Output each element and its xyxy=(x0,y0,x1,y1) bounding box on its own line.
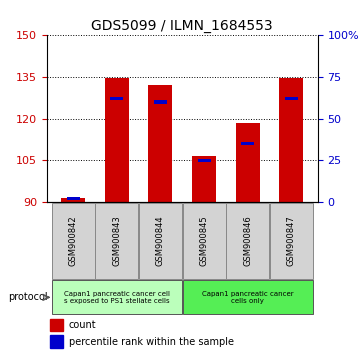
Bar xyxy=(61,198,85,202)
Bar xyxy=(148,85,173,202)
Text: Capan1 pancreatic cancer cell
s exposed to PS1 stellate cells: Capan1 pancreatic cancer cell s exposed … xyxy=(64,291,170,304)
Bar xyxy=(192,156,216,202)
Bar xyxy=(105,78,129,202)
FancyBboxPatch shape xyxy=(95,202,138,279)
Text: protocol: protocol xyxy=(8,292,48,302)
FancyBboxPatch shape xyxy=(226,202,269,279)
FancyBboxPatch shape xyxy=(270,202,313,279)
Bar xyxy=(50,319,63,331)
Bar xyxy=(66,197,80,200)
Bar xyxy=(236,123,260,202)
Text: GSM900844: GSM900844 xyxy=(156,215,165,266)
FancyBboxPatch shape xyxy=(183,280,313,314)
Text: GSM900842: GSM900842 xyxy=(69,215,78,266)
Text: count: count xyxy=(69,320,96,330)
FancyBboxPatch shape xyxy=(52,202,95,279)
Title: GDS5099 / ILMN_1684553: GDS5099 / ILMN_1684553 xyxy=(91,19,273,33)
Bar xyxy=(241,142,255,145)
Bar xyxy=(50,335,63,348)
Text: GSM900845: GSM900845 xyxy=(200,215,209,266)
FancyBboxPatch shape xyxy=(52,280,182,314)
Bar xyxy=(197,159,211,162)
Text: GSM900843: GSM900843 xyxy=(112,215,121,266)
Bar xyxy=(279,78,304,202)
Bar xyxy=(154,100,167,104)
Bar xyxy=(285,97,298,100)
Text: GSM900846: GSM900846 xyxy=(243,215,252,266)
FancyBboxPatch shape xyxy=(139,202,182,279)
Text: Capan1 pancreatic cancer
cells only: Capan1 pancreatic cancer cells only xyxy=(202,291,293,304)
Text: GSM900847: GSM900847 xyxy=(287,215,296,266)
Bar xyxy=(110,97,123,100)
FancyBboxPatch shape xyxy=(183,202,226,279)
Text: percentile rank within the sample: percentile rank within the sample xyxy=(69,337,234,347)
